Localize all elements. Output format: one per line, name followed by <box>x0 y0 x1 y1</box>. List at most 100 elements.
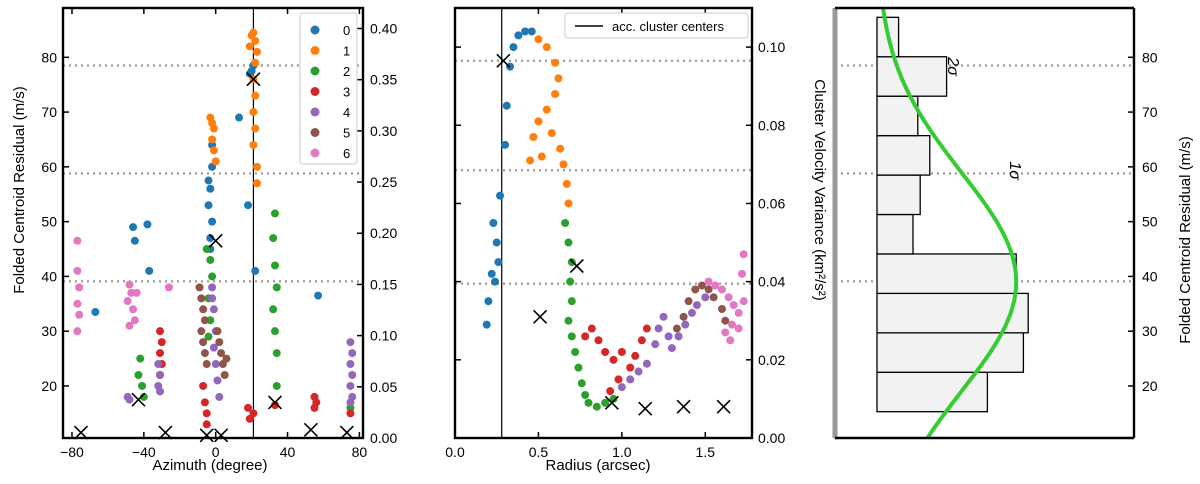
cluster-center-marker <box>246 72 261 87</box>
annotation-1-sigma: 1σ <box>1006 161 1023 181</box>
point-cluster-4 <box>125 395 134 404</box>
point-cluster-6 <box>129 305 138 314</box>
y2-tick-label: 0.30 <box>370 123 397 139</box>
point-cluster-3 <box>601 348 610 356</box>
point-cluster-4 <box>209 343 218 352</box>
point-cluster-6 <box>721 328 730 337</box>
point-cluster-0 <box>484 297 493 306</box>
point-cluster-3 <box>199 381 208 390</box>
point-cluster-0 <box>314 291 323 300</box>
point-cluster-1 <box>526 156 535 165</box>
legend-label-4: 4 <box>343 105 350 120</box>
y2-tick-label: 60 <box>1142 159 1158 175</box>
center-x-stroke <box>199 428 214 443</box>
point-cluster-2 <box>136 354 145 363</box>
y-tick-label: 30 <box>41 323 57 339</box>
point-cluster-3 <box>270 401 279 410</box>
point-cluster-5 <box>691 285 700 294</box>
point-cluster-4 <box>209 305 218 314</box>
point-cluster-1 <box>564 199 573 208</box>
point-cluster-0 <box>482 320 491 329</box>
center-x-stroke <box>676 399 691 414</box>
point-cluster-2 <box>272 381 281 390</box>
point-cluster-0 <box>206 234 215 243</box>
point-cluster-1 <box>251 58 260 67</box>
point-cluster-1 <box>253 162 262 171</box>
point-cluster-3 <box>200 398 209 407</box>
point-cluster-5 <box>684 297 693 306</box>
histogram-bars <box>876 16 1029 413</box>
point-cluster-5 <box>195 283 204 292</box>
center-x-stroke <box>569 258 584 274</box>
point-cluster-1 <box>551 90 560 98</box>
point-cluster-1 <box>562 179 571 188</box>
cluster-center-marker <box>638 401 653 416</box>
point-cluster-4 <box>687 308 696 317</box>
point-cluster-0 <box>143 220 152 229</box>
histogram-bar <box>876 213 914 255</box>
legend-label-0: 0 <box>343 23 350 38</box>
point-cluster-0 <box>251 266 260 275</box>
cluster-center-marker <box>208 233 223 248</box>
point-cluster-0 <box>129 223 138 232</box>
y2-tick-label: 0.15 <box>370 276 397 292</box>
center-x-stroke <box>246 72 261 87</box>
point-cluster-0 <box>521 27 530 36</box>
point-cluster-0 <box>91 308 100 317</box>
center-x-stroke <box>214 428 229 443</box>
cluster-center-marker <box>267 395 283 410</box>
y2-tick-label: 0.08 <box>758 117 785 133</box>
point-cluster-0 <box>244 201 253 210</box>
point-cluster-4 <box>681 320 690 329</box>
azimuth-scatter-points <box>73 28 357 429</box>
point-cluster-2 <box>561 219 570 227</box>
legend-label-6: 6 <box>343 146 350 161</box>
point-cluster-5 <box>199 305 208 314</box>
point-cluster-2 <box>584 398 593 407</box>
point-cluster-5 <box>199 338 208 347</box>
sigma-reference-lines <box>63 64 363 283</box>
point-cluster-2 <box>577 379 586 388</box>
point-cluster-2 <box>269 305 278 314</box>
plot-frame <box>61 6 365 440</box>
y-axis-label-right: Folded Centroid Residual (m/s) <box>1177 136 1194 344</box>
legend-label-1: 1 <box>343 44 350 59</box>
point-cluster-4 <box>348 371 357 380</box>
cluster-center-marker <box>604 395 619 410</box>
point-cluster-4 <box>154 360 163 369</box>
center-x-stroke <box>716 399 731 414</box>
point-cluster-1 <box>251 91 260 100</box>
point-cluster-2 <box>204 332 213 341</box>
point-cluster-1 <box>529 133 538 141</box>
point-cluster-4 <box>215 392 224 401</box>
point-cluster-4 <box>642 359 651 368</box>
point-cluster-3 <box>581 332 590 341</box>
x-axis-label-radius: Radius (arcsec) <box>545 457 650 474</box>
legend-box <box>564 12 749 39</box>
point-cluster-0 <box>208 217 217 226</box>
y2-tick-label: 0.35 <box>370 72 397 88</box>
y-tick-label: 50 <box>41 214 57 230</box>
point-cluster-4 <box>667 344 676 353</box>
point-cluster-4 <box>692 301 701 310</box>
point-cluster-0 <box>491 277 500 286</box>
point-cluster-1 <box>559 160 568 169</box>
point-cluster-5 <box>679 312 688 321</box>
point-cluster-2 <box>592 402 601 411</box>
point-cluster-2 <box>134 371 143 380</box>
point-cluster-0 <box>527 27 536 36</box>
y2-tick-label: 0.02 <box>758 352 785 368</box>
point-cluster-4 <box>626 375 635 384</box>
point-cluster-5 <box>200 316 209 325</box>
y2-tick-label: 0.40 <box>370 20 397 36</box>
legend-marker-6 <box>310 148 320 158</box>
cluster-center-marker <box>303 422 318 437</box>
histogram-bar <box>876 292 1029 334</box>
panel-right-histogram: 2σ 1σ 20 30 40 50 60 70 80 Folded Centroid Resi… <box>832 6 1194 440</box>
point-cluster-4 <box>346 360 355 369</box>
radius-scatter-points <box>482 27 748 411</box>
point-cluster-5 <box>197 327 206 336</box>
radius-axes: 0.0 0.5 1.0 1.5 0.00 0.02 0.04 0.06 0.08 0.10 <box>445 6 785 460</box>
point-cluster-3 <box>631 351 640 360</box>
